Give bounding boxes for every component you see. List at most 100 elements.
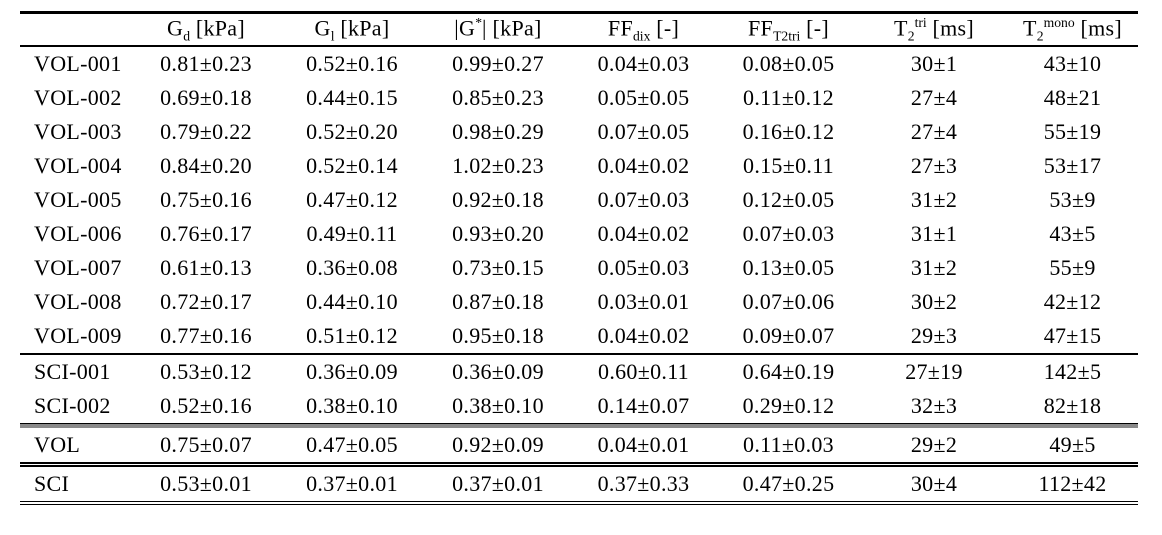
cell-value: 55±19 [1043, 119, 1102, 144]
cell-value: 42±12 [1043, 289, 1102, 314]
cell-value: 31±2 [910, 187, 958, 212]
cell-value: 0.05±0.05 [597, 85, 690, 110]
table-row: VOL-009 0.77±0.16 0.51±0.12 0.95±0.18 0.04±0… [20, 319, 1138, 355]
row-label: VOL-008 [34, 289, 122, 314]
table-row: VOL-008 0.72±0.17 0.44±0.10 0.87±0.18 0.03±0… [20, 285, 1138, 319]
cell-value: 0.84±0.20 [160, 153, 252, 178]
cell-value: 0.08±0.05 [742, 51, 835, 76]
cell-value: 27±4 [910, 85, 958, 110]
row-label: VOL-005 [34, 187, 122, 212]
cell-value: 0.75±0.16 [160, 187, 252, 212]
row-label: VOL-007 [34, 255, 122, 280]
column-header-gstar: |G*| [kPa] [425, 11, 571, 47]
cell-value: 30±4 [861, 467, 1007, 505]
cell-value: 0.04±0.02 [571, 319, 716, 355]
cell-value: 0.92±0.18 [452, 187, 544, 212]
cell-value: 0.07±0.03 [597, 187, 690, 212]
row-label: VOL-004 [34, 153, 122, 178]
table-row: VOL-002 0.69±0.18 0.44±0.15 0.85±0.23 0.05±0… [20, 81, 1138, 115]
group-summary-vol: VOL 0.75±0.07 0.47±0.05 0.92±0.09 0.04±0.01 0… [20, 424, 1138, 467]
cell-value: 0.11±0.12 [743, 85, 834, 110]
cell-value: 0.11±0.03 [716, 424, 861, 467]
table-row: VOL 0.75±0.07 0.47±0.05 0.92±0.09 0.04±0.01 0… [20, 424, 1138, 467]
cell-value: 0.75±0.07 [133, 424, 279, 467]
group-patients: SCI-001 0.53±0.12 0.36±0.09 0.36±0.09 0.60±0… [20, 355, 1138, 424]
row-label: SCI-001 [34, 359, 111, 384]
results-table: Gd [kPa] Gl [kPa] |G*| [kPa] FFdix [-] F… [20, 11, 1138, 505]
cell-value: 1.02±0.23 [452, 153, 544, 178]
cell-value: 0.87±0.18 [452, 289, 544, 314]
column-header-label: FF [607, 14, 633, 40]
cell-value: 0.47±0.25 [716, 467, 861, 505]
cell-value: 27±19 [905, 359, 963, 384]
corner-cell [20, 11, 133, 47]
cell-value: 0.47±0.05 [279, 424, 425, 467]
cell-value: 0.37±0.01 [425, 467, 571, 505]
table-row: VOL-003 0.79±0.22 0.52±0.20 0.98±0.29 0.07±0… [20, 115, 1138, 149]
cell-value: 0.51±0.12 [279, 319, 425, 355]
cell-value: 0.29±0.12 [716, 389, 861, 424]
cell-value: 0.07±0.03 [742, 221, 835, 246]
cell-value: 48±21 [1043, 85, 1102, 110]
cell-value: 112±42 [1007, 467, 1138, 505]
table-header-row: Gd [kPa] Gl [kPa] |G*| [kPa] FFdix [-] F… [20, 11, 1138, 47]
table-row: SCI-002 0.52±0.16 0.38±0.10 0.38±0.10 0.14±0… [20, 389, 1138, 424]
cell-value: 30±1 [910, 51, 958, 76]
column-header-label: T [1023, 14, 1037, 40]
cell-value: 0.04±0.02 [597, 153, 690, 178]
row-label: VOL-002 [34, 85, 122, 110]
cell-value: 0.98±0.29 [452, 119, 544, 144]
group-volunteers: VOL-001 0.81±0.23 0.52±0.16 0.99±0.27 0.04±0… [20, 47, 1138, 355]
cell-value: 0.37±0.01 [279, 467, 425, 505]
column-header-label: T [894, 14, 908, 40]
cell-value: 0.53±0.01 [133, 467, 279, 505]
row-label: VOL-006 [34, 221, 122, 246]
cell-value: 0.44±0.15 [306, 85, 398, 110]
cell-value: 0.77±0.16 [133, 319, 279, 355]
cell-value: 0.14±0.07 [571, 389, 716, 424]
cell-value: 0.12±0.05 [742, 187, 835, 212]
cell-value: 0.72±0.17 [160, 289, 252, 314]
cell-value: 0.52±0.16 [133, 389, 279, 424]
table-header: Gd [kPa] Gl [kPa] |G*| [kPa] FFdix [-] F… [20, 11, 1138, 47]
column-header-ffdix: FFdix [-] [571, 11, 716, 47]
cell-value: 0.79±0.22 [160, 119, 252, 144]
cell-value: 0.36±0.09 [306, 359, 398, 384]
column-header-gl: Gl [kPa] [279, 11, 425, 47]
cell-value: 0.52±0.14 [306, 153, 398, 178]
row-label: VOL [20, 424, 133, 467]
table-row: VOL-005 0.75±0.16 0.47±0.12 0.92±0.18 0.07±0… [20, 183, 1138, 217]
cell-value: 27±3 [910, 153, 958, 178]
row-label: SCI [20, 467, 133, 505]
cell-value: 0.04±0.02 [597, 221, 690, 246]
table-row: SCI-001 0.53±0.12 0.36±0.09 0.36±0.09 0.60±0… [20, 355, 1138, 389]
cell-value: 0.69±0.18 [160, 85, 252, 110]
cell-value: 0.60±0.11 [598, 359, 689, 384]
cell-value: 0.47±0.12 [306, 187, 398, 212]
cell-value: 0.36±0.08 [306, 255, 398, 280]
column-header-t2tri: T2tri [ms] [861, 11, 1007, 47]
cell-value: 31±1 [910, 221, 958, 246]
cell-value: 43±5 [1049, 221, 1096, 246]
column-header-t2mono: T2mono [ms] [1007, 11, 1138, 47]
cell-value: 0.04±0.03 [597, 51, 690, 76]
cell-value: 0.44±0.10 [306, 289, 398, 314]
cell-value: 142±5 [1043, 359, 1102, 384]
table-row: SCI 0.53±0.01 0.37±0.01 0.37±0.01 0.37±0.33 0… [20, 467, 1138, 505]
cell-value: 0.85±0.23 [452, 85, 544, 110]
cell-value: 49±5 [1007, 424, 1138, 467]
cell-value: 32±3 [861, 389, 1007, 424]
cell-value: 0.37±0.33 [571, 467, 716, 505]
cell-value: 30±2 [910, 289, 958, 314]
table-row: VOL-007 0.61±0.13 0.36±0.08 0.73±0.15 0.05±0… [20, 251, 1138, 285]
cell-value: 0.07±0.05 [597, 119, 690, 144]
cell-value: 31±2 [910, 255, 958, 280]
cell-value: 0.36±0.09 [452, 359, 544, 384]
table-row: VOL-004 0.84±0.20 0.52±0.14 1.02±0.23 0.04±0… [20, 149, 1138, 183]
row-label: SCI-002 [20, 389, 133, 424]
cell-value: 0.07±0.06 [742, 289, 835, 314]
row-label: VOL-009 [20, 319, 133, 355]
cell-value: 0.95±0.18 [425, 319, 571, 355]
column-header-label: G [167, 14, 184, 40]
cell-value: 0.81±0.23 [160, 51, 252, 76]
